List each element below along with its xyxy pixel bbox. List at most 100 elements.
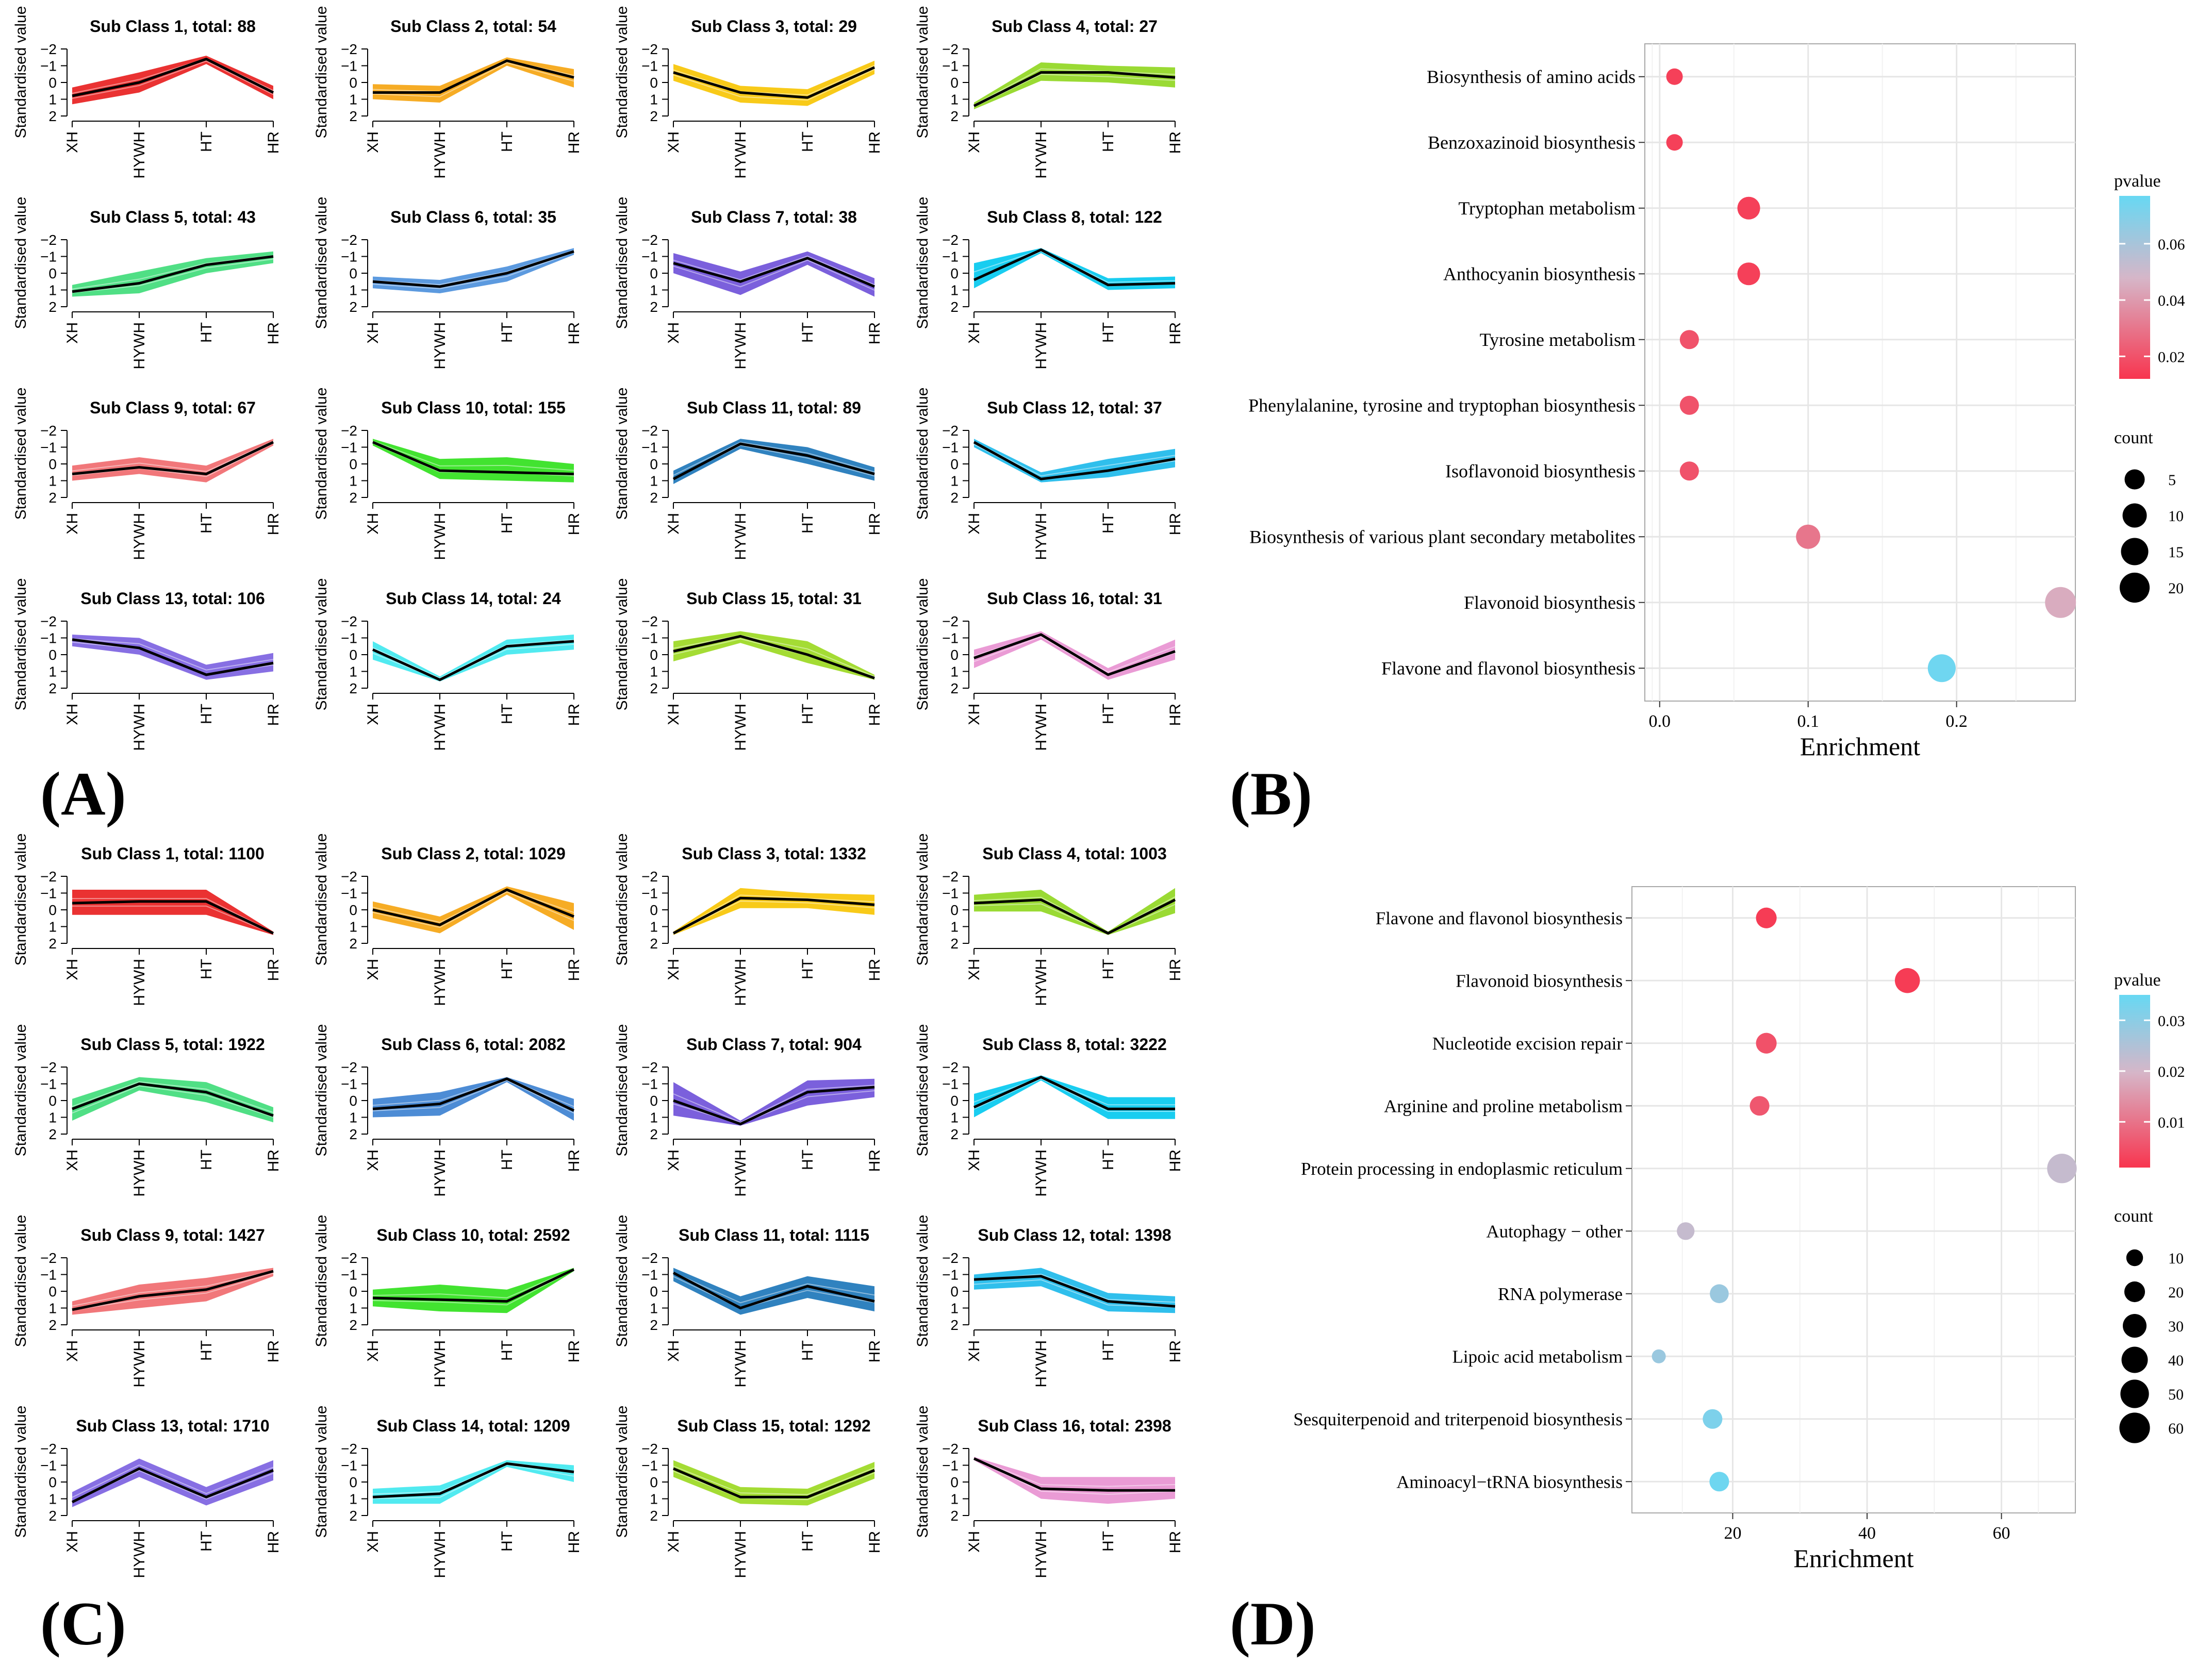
x-tick-label: HYWH <box>131 1531 148 1578</box>
category-label: Phenylalanine, tyrosine and tryptophan b… <box>1248 395 1636 415</box>
subplot-title: Sub Class 7, total: 38 <box>691 208 857 226</box>
category-label: Benzoxazinoid biosynthesis <box>1428 132 1636 153</box>
y-tick-label: 0 <box>48 1093 57 1109</box>
cluster-band <box>673 888 874 935</box>
x-tick-label: HT <box>1100 513 1117 534</box>
x-tick-label: HYWH <box>1033 322 1050 370</box>
category-label: Protein processing in endoplasmic reticu… <box>1301 1159 1623 1179</box>
x-tick-label: HYWH <box>732 959 749 1006</box>
size-legend-dot <box>2124 469 2145 490</box>
x-tick-label: HT <box>1100 1340 1117 1361</box>
x-tick-label: HT <box>799 322 816 343</box>
subplot-title: Sub Class 15, total: 1292 <box>677 1417 870 1435</box>
enrichment-bubble <box>1894 968 1920 993</box>
y-axis-label: Standardised value <box>614 1215 631 1347</box>
cluster-subplot: Sub Class 10, total: 155 Standardised val… <box>313 388 583 560</box>
subplot-title: Sub Class 3, total: 1332 <box>682 844 866 863</box>
enrichment-bubble <box>2045 587 2076 618</box>
subplot-title: Sub Class 12, total: 37 <box>987 398 1162 417</box>
y-tick-label: −2 <box>40 1250 57 1266</box>
x-tick-label: XH <box>365 704 382 725</box>
subplot-title: Sub Class 2, total: 54 <box>390 17 556 36</box>
y-tick-label: 2 <box>650 1126 658 1142</box>
y-tick-label: 1 <box>950 919 959 935</box>
x-tick-label: HR <box>566 1150 583 1172</box>
x-tick-label: 0.0 <box>1649 712 1671 731</box>
enrichment-bubble <box>1737 262 1760 286</box>
y-tick-label: 1 <box>650 664 658 680</box>
subplot-title: Sub Class 6, total: 2082 <box>381 1035 565 1054</box>
cluster-mean-line <box>673 257 875 288</box>
panel-label-d: (D) <box>1230 1589 1316 1658</box>
category-label: Flavone and flavonol biosynthesis <box>1381 658 1636 678</box>
y-tick-label: 1 <box>950 1301 959 1317</box>
member-line <box>673 1090 875 1125</box>
y-tick-label: 0 <box>48 1284 57 1300</box>
member-line <box>72 60 274 99</box>
y-tick-label: −2 <box>641 1250 658 1266</box>
y-axis-label: Standardised value <box>12 1215 29 1347</box>
x-tick-label: HYWH <box>432 1531 449 1578</box>
y-tick-label: 2 <box>950 299 959 315</box>
enrichment-bubble <box>2047 1154 2077 1184</box>
x-tick-label: HT <box>799 131 816 152</box>
size-legend-dot <box>2124 1281 2145 1303</box>
y-tick-label: 1 <box>950 1110 959 1126</box>
cluster-subplot: Sub Class 1, total: 1100 Standardised val… <box>12 834 282 1006</box>
x-tick-label: XH <box>966 1150 983 1171</box>
y-tick-label: 0 <box>950 265 959 281</box>
y-axis-label: Standardised value <box>914 1215 931 1347</box>
x-tick-label: HR <box>265 959 282 981</box>
y-tick-label: 0 <box>349 265 357 281</box>
size-legend-label: 30 <box>2168 1318 2184 1335</box>
y-tick-label: −1 <box>40 1267 57 1283</box>
y-axis-label: Standardised value <box>12 1024 29 1157</box>
y-tick-label: 1 <box>349 282 357 298</box>
enrichment-bubble <box>1666 68 1683 85</box>
x-tick-label: HR <box>866 513 883 535</box>
x-tick-label: HT <box>499 131 516 152</box>
x-tick-label: HT <box>499 704 516 724</box>
cluster-mean-line <box>672 442 875 480</box>
y-tick-label: 1 <box>349 1110 357 1126</box>
y-axis-label: Standardised value <box>313 578 330 711</box>
size-legend-label: 15 <box>2168 544 2184 561</box>
y-tick-label: 2 <box>650 1317 658 1333</box>
cluster-band <box>72 890 273 935</box>
x-tick-label: 60 <box>1993 1524 2010 1543</box>
subplot-title: Sub Class 2, total: 1029 <box>381 844 565 863</box>
member-line <box>673 64 875 96</box>
color-bar-label: 0.02 <box>2158 348 2185 365</box>
category-label: Lipoic acid metabolism <box>1452 1346 1623 1367</box>
cluster-band <box>673 631 874 680</box>
subplot-title: Sub Class 10, total: 2592 <box>376 1226 570 1244</box>
subplot-title: Sub Class 14, total: 24 <box>386 589 561 608</box>
cluster-subplot: Sub Class 12, total: 37 Standardised valu… <box>914 388 1184 560</box>
cluster-subplot: Sub Class 9, total: 1427 Standardised val… <box>12 1215 282 1388</box>
x-tick-label: XH <box>64 959 81 980</box>
y-tick-label: −1 <box>641 886 658 902</box>
cluster-band <box>673 1268 874 1315</box>
y-tick-label: −2 <box>341 41 357 57</box>
cluster-mean-line <box>673 1467 875 1498</box>
size-legend-dot <box>2123 1314 2147 1338</box>
x-tick-label: HYWH <box>732 1150 749 1197</box>
y-axis-label: Standardised value <box>313 1215 330 1347</box>
x-tick-label: HYWH <box>131 1340 148 1388</box>
y-tick-label: 0 <box>48 902 57 918</box>
cluster-mean-line <box>973 441 1176 480</box>
y-tick-label: −2 <box>40 423 57 439</box>
y-tick-label: 2 <box>650 1508 658 1524</box>
x-tick-label: HT <box>1100 959 1117 979</box>
cluster-band <box>974 888 1175 935</box>
y-axis-label: Standardised value <box>914 834 931 966</box>
x-tick-label: XH <box>665 959 682 980</box>
x-tick-label: XH <box>966 959 983 980</box>
y-tick-label: 2 <box>48 680 57 696</box>
x-tick-label: HT <box>198 959 215 979</box>
x-tick-label: HR <box>566 1531 583 1553</box>
x-tick-label: XH <box>64 513 81 535</box>
category-label: Nucleotide excision repair <box>1432 1034 1623 1054</box>
member-line <box>72 1464 274 1498</box>
x-tick-label: HYWH <box>732 704 749 751</box>
